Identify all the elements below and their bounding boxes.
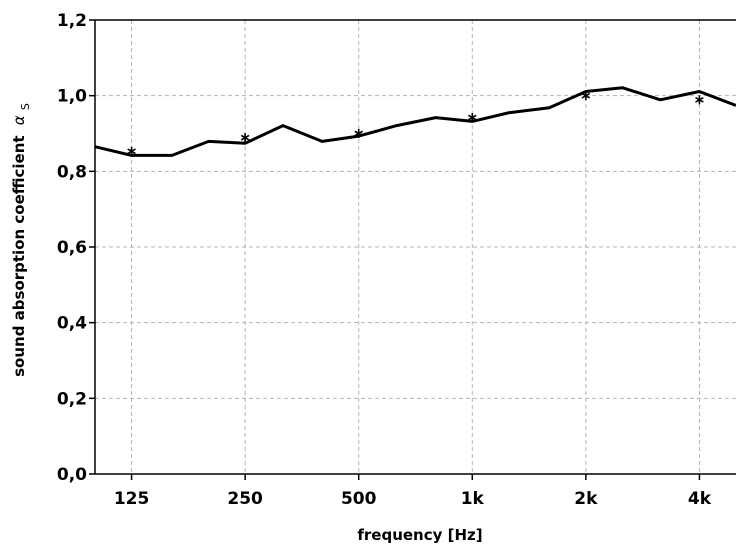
- data-point: [354, 129, 364, 138]
- y-axis-label-subscript: S: [19, 103, 32, 110]
- x-tick-label: 2k: [574, 489, 598, 509]
- series-line-group: [94, 86, 736, 157]
- markers-group: [127, 91, 704, 156]
- y-tick-label: 0,8: [57, 162, 87, 182]
- x-tick-label: 1k: [461, 489, 485, 509]
- y-tick-labels: 0,0 0,2 0,4 0,6 0,8 1,0 1,2: [57, 11, 87, 485]
- grid: [95, 20, 736, 474]
- data-point: [695, 95, 704, 105]
- y-tick-label: 0,6: [57, 238, 87, 258]
- data-point: [127, 146, 136, 156]
- data-point: [240, 133, 250, 143]
- series-line: [94, 86, 736, 157]
- x-tick-label: 250: [227, 489, 263, 509]
- x-tick-labels: 125 250 500 1k 2k 4k: [114, 489, 712, 509]
- y-axis-label-symbol: α: [10, 115, 28, 125]
- data-point: [581, 91, 591, 101]
- y-axis-label-text: sound absorption coefficient: [10, 135, 28, 376]
- x-tick-label: 125: [114, 489, 150, 509]
- data-point: [467, 113, 477, 123]
- x-tick-label: 4k: [688, 489, 712, 509]
- y-tick-label: 0,2: [57, 389, 87, 409]
- y-tick-label: 1,0: [57, 87, 87, 107]
- x-tick-label: 500: [341, 489, 377, 509]
- y-tick-label: 0,4: [57, 314, 87, 334]
- y-axis-label: sound absorption coefficient α S: [10, 103, 32, 377]
- y-tick-label: 0,0: [57, 465, 87, 485]
- x-axis-label: frequency [Hz]: [357, 526, 482, 544]
- axes: [89, 19, 736, 480]
- y-tick-label: 1,2: [57, 11, 87, 31]
